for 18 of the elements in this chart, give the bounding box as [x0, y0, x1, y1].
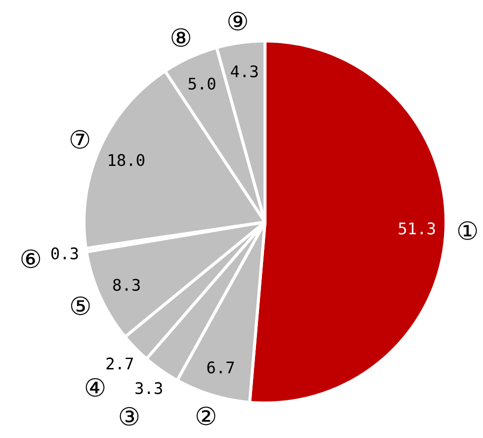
slice-label: ②: [196, 406, 216, 426]
slice-label: ④: [86, 378, 104, 397]
slice-label: ③: [120, 407, 138, 426]
slice-label: ⑤: [71, 296, 90, 316]
data-label: 18.0: [108, 154, 144, 166]
data-label: 51.3: [398, 222, 435, 234]
slice-label: ⑧: [172, 28, 190, 47]
data-label: 0.3: [51, 247, 78, 260]
data-label: 3.3: [136, 382, 162, 394]
data-label: 4.3: [230, 65, 258, 78]
data-label: 6.7: [207, 361, 234, 374]
data-label: 5.0: [188, 78, 216, 90]
slice-label: ①: [458, 221, 477, 240]
data-label: 2.7: [106, 358, 133, 370]
slice-label: ⑨: [228, 12, 247, 30]
slice-label: ⑦: [70, 130, 90, 149]
slice-label: ⑥: [21, 249, 40, 268]
data-label: 8.3: [113, 278, 140, 291]
